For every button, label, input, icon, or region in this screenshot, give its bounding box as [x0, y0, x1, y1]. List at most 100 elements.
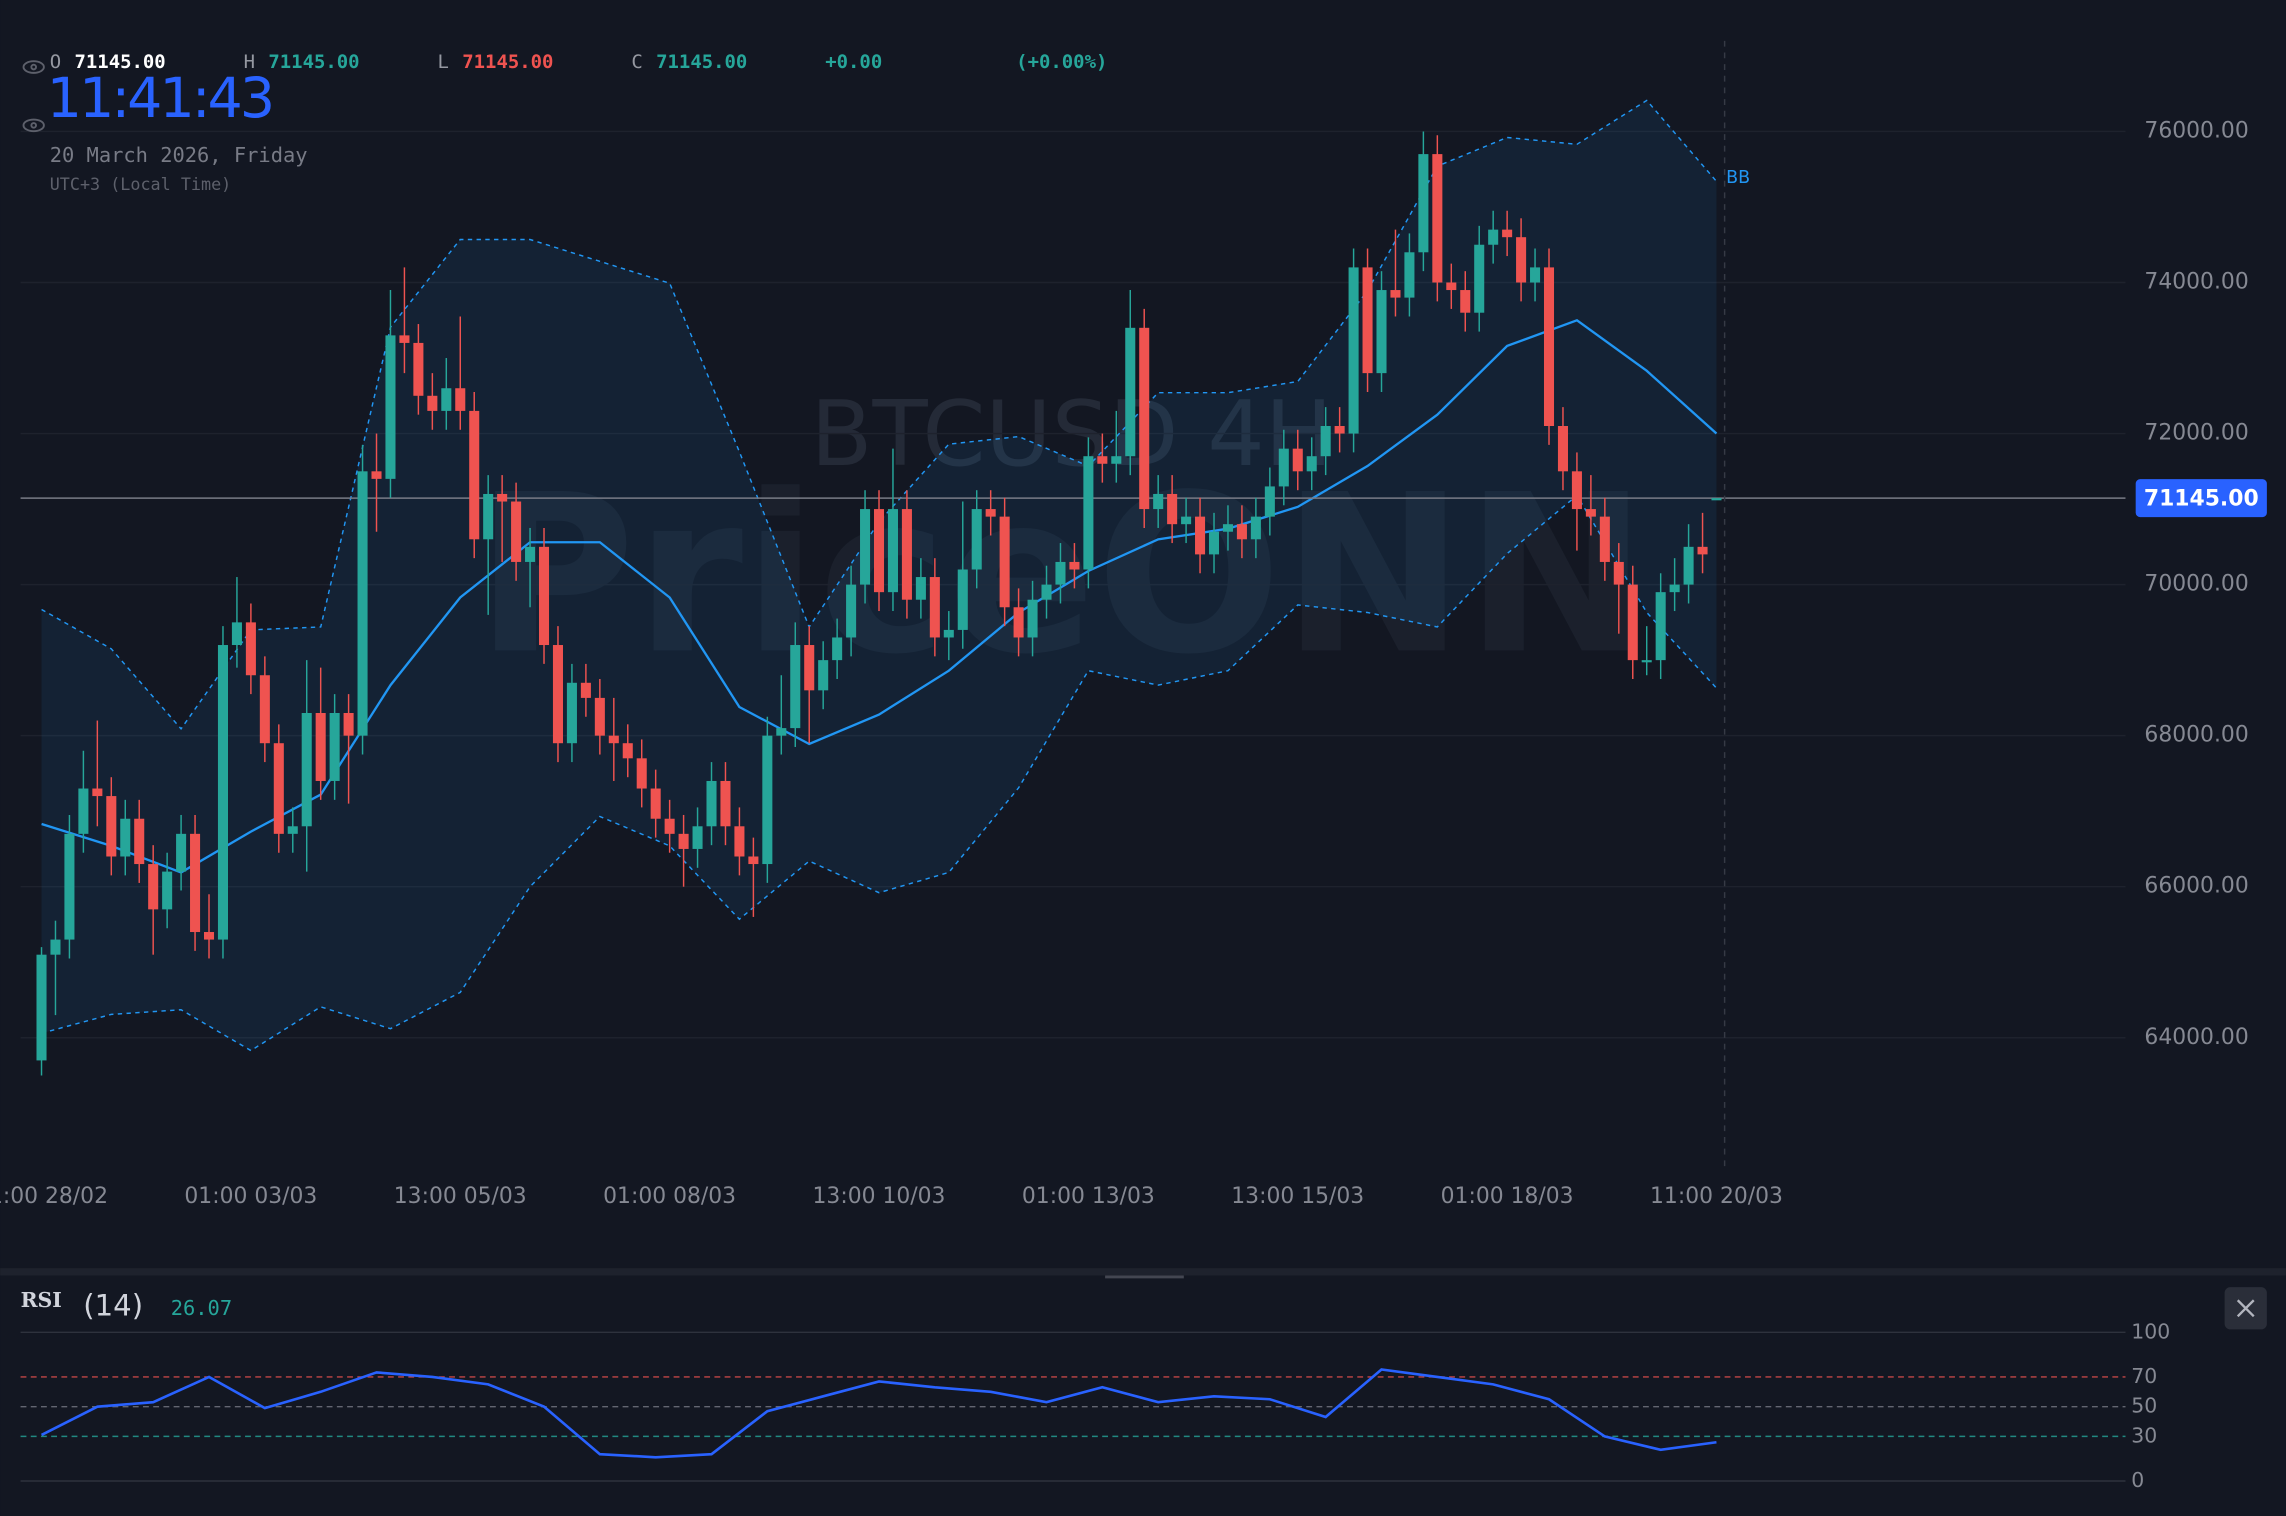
high-value: 71145.00: [268, 51, 359, 73]
candle-body: [399, 335, 410, 343]
candle-body: [78, 788, 89, 834]
open-label: O: [50, 51, 61, 73]
candle-body: [1613, 561, 1624, 585]
candle-body: [678, 833, 689, 849]
pane-separator[interactable]: [0, 1268, 2286, 1276]
candle-body: [622, 743, 633, 759]
candle-body: [1516, 237, 1527, 283]
candle-body: [762, 735, 773, 865]
candle-body: [315, 712, 326, 781]
candle-body: [1362, 267, 1373, 374]
close-value: 71145.00: [656, 51, 747, 73]
candle-body: [1027, 599, 1038, 638]
candle-body: [650, 788, 661, 819]
high-label: H: [244, 51, 255, 73]
candle-body: [1502, 229, 1513, 238]
candle-body: [566, 682, 577, 744]
rsi-period: (14): [83, 1289, 143, 1323]
y-tick-label: 76000.00: [2144, 118, 2248, 143]
candle-body: [427, 395, 438, 411]
candle-body: [846, 584, 857, 638]
candle-body: [887, 509, 898, 593]
close-button[interactable]: [2224, 1287, 2267, 1330]
candle-body: [1250, 516, 1261, 540]
candle-body: [776, 728, 787, 736]
candle-body: [176, 833, 187, 872]
candle-body: [985, 509, 996, 517]
candle-body: [245, 622, 256, 676]
candle-body: [1111, 456, 1122, 464]
plot: 64000.00 66000.00 68000.00 70000.00 72000.00…: [0, 99, 2267, 1209]
candle-body: [818, 660, 829, 691]
candle-body: [92, 788, 103, 797]
candle-body: [1627, 584, 1638, 661]
candle-body: [943, 629, 954, 638]
candle-body: [1571, 471, 1582, 510]
candle-body: [538, 546, 550, 646]
candle-body: [120, 818, 131, 857]
ohlc-header: O 71145.00 H 71145.00 L 71145.00 C 71145…: [22, 51, 1107, 194]
candle-body: [1697, 546, 1708, 555]
candle-body: [1153, 493, 1164, 510]
candle-body: [36, 954, 47, 1061]
x-tick-label: 01:00 28/02: [0, 1184, 108, 1209]
x-tick-label: 13:00 15/03: [1231, 1184, 1364, 1209]
candle-body: [329, 712, 340, 781]
candle-body: [1376, 290, 1387, 374]
candle-body: [1432, 154, 1443, 283]
rsi-pane: 0 30 50 70 100: [20, 1319, 2170, 1492]
last-price-tag-bg: [2135, 479, 2267, 518]
candle-body: [385, 335, 396, 479]
close-label: C: [631, 51, 642, 73]
candle-body: [873, 509, 885, 593]
candle-body: [1641, 660, 1652, 663]
candle-body: [1446, 282, 1457, 291]
candle-body: [190, 833, 201, 933]
candle-body: [511, 501, 522, 562]
candle-body: [1139, 327, 1150, 510]
candle-body: [1599, 516, 1610, 562]
candle-body: [273, 743, 284, 834]
candle-body: [371, 471, 382, 479]
candle-body: [134, 818, 145, 865]
candle-body: [1055, 561, 1066, 585]
candle-body: [860, 509, 871, 585]
candle-body: [259, 675, 270, 744]
candle-body: [1585, 509, 1596, 517]
candle-body: [343, 712, 354, 736]
x-tick-label: 11:00 20/03: [1650, 1184, 1783, 1209]
candle-body: [1488, 229, 1499, 245]
y-tick-label: 74000.00: [2144, 269, 2248, 294]
candle-body: [357, 471, 368, 736]
candle-body: [1013, 607, 1024, 638]
candle-body: [664, 818, 675, 834]
candle-body: [441, 388, 452, 411]
close-icon[interactable]: [2236, 1299, 2255, 1318]
x-tick-label: 01:00 13/03: [1022, 1184, 1155, 1209]
bb-label: BB: [1726, 168, 1750, 188]
candle-body: [915, 577, 926, 600]
low-value: 71145.00: [462, 51, 553, 73]
candle-body: [1222, 524, 1233, 532]
candle-body: [1097, 456, 1108, 464]
candle-body: [1404, 252, 1415, 298]
open-value: 71145.00: [75, 51, 166, 73]
watermark-symbol: BTCUSD 4H: [810, 382, 1332, 487]
candle-body: [525, 546, 536, 562]
candle-body: [50, 939, 61, 955]
change-percent: (+0.00%): [1016, 51, 1107, 73]
y-tick-label: 70000.00: [2144, 572, 2248, 597]
candle-body: [1460, 290, 1471, 313]
candle-body: [148, 864, 159, 910]
candle-body: [1390, 290, 1401, 298]
bb-lower: [41, 494, 1717, 1052]
candle-body: [455, 388, 466, 411]
y-tick-label: 72000.00: [2144, 421, 2248, 446]
candle-body: [1683, 546, 1694, 585]
candle-body: [497, 493, 508, 502]
last-price-tag: 71145.00: [2135, 479, 2267, 518]
candle-body: [469, 410, 480, 540]
candle-body: [1334, 425, 1345, 434]
